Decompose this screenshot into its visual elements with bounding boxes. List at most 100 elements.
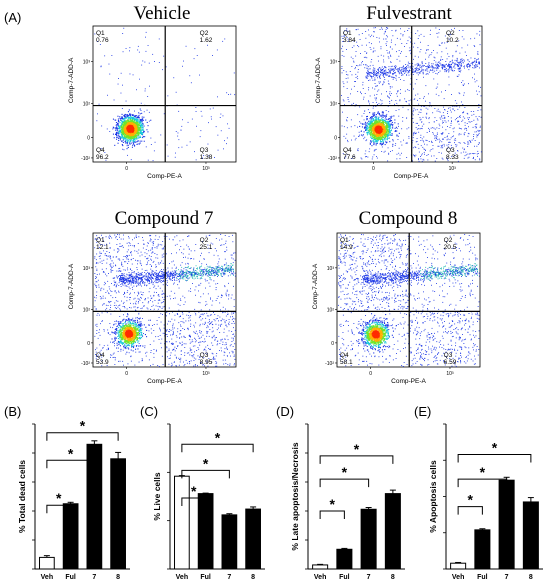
event-dot xyxy=(468,143,470,145)
event-dot xyxy=(96,326,98,327)
event-dot xyxy=(369,120,371,122)
event-dot xyxy=(125,131,127,133)
y-tick-label: 10³ xyxy=(83,59,91,65)
event-dot xyxy=(450,137,452,139)
event-dot xyxy=(447,116,449,117)
event-dot xyxy=(211,331,213,333)
event-dot xyxy=(446,42,448,43)
event-dot xyxy=(186,314,188,316)
event-dot xyxy=(373,47,375,49)
event-dot xyxy=(465,151,467,153)
event-dot xyxy=(341,66,343,67)
event-dot xyxy=(431,142,433,143)
event-dot xyxy=(123,115,125,117)
event-dot xyxy=(225,294,227,296)
event-dot xyxy=(147,125,149,127)
event-dot xyxy=(406,43,408,44)
event-dot xyxy=(472,61,474,63)
event-dot xyxy=(131,133,133,135)
event-dot xyxy=(148,62,150,64)
event-dot xyxy=(187,246,189,248)
event-dot xyxy=(361,115,363,117)
event-dot xyxy=(460,71,461,73)
event-dot xyxy=(136,120,138,122)
event-dot xyxy=(376,74,378,76)
event-dot xyxy=(158,62,160,63)
event-dot xyxy=(366,118,368,120)
event-dot xyxy=(136,115,138,117)
event-dot xyxy=(400,33,402,35)
event-dot xyxy=(431,67,433,69)
event-dot xyxy=(363,64,365,66)
event-dot xyxy=(143,140,145,142)
event-dot xyxy=(181,252,183,254)
event-dot xyxy=(408,50,410,52)
event-dot xyxy=(136,143,138,145)
event-dot xyxy=(139,78,140,80)
event-dot xyxy=(95,355,97,357)
event-dot xyxy=(127,345,129,346)
event-dot xyxy=(353,135,355,137)
event-dot xyxy=(389,86,391,87)
event-dot xyxy=(435,135,437,136)
event-dot xyxy=(203,155,205,156)
event-dot xyxy=(138,133,140,135)
event-dot xyxy=(439,125,441,127)
event-dot xyxy=(463,151,465,153)
event-dot xyxy=(184,364,186,365)
event-dot xyxy=(134,115,136,117)
event-dot xyxy=(460,58,462,60)
event-dot xyxy=(127,138,129,140)
event-dot xyxy=(359,106,361,108)
event-dot xyxy=(421,69,422,71)
event-dot xyxy=(148,301,150,303)
event-dot xyxy=(467,143,469,145)
event-dot xyxy=(414,70,416,72)
event-dot xyxy=(404,46,405,47)
event-dot xyxy=(374,121,376,123)
event-dot xyxy=(108,63,110,65)
event-dot xyxy=(99,334,101,336)
event-dot xyxy=(201,263,203,265)
event-dot xyxy=(383,130,385,132)
event-dot xyxy=(454,64,455,66)
event-dot xyxy=(125,343,127,345)
event-dot xyxy=(476,134,478,136)
event-dot xyxy=(112,118,114,120)
event-dot xyxy=(367,77,368,79)
event-dot xyxy=(154,247,156,249)
event-dot xyxy=(216,337,217,338)
event-dot xyxy=(194,250,196,252)
event-dot xyxy=(163,299,165,300)
event-dot xyxy=(363,123,365,125)
event-dot xyxy=(210,348,211,350)
event-dot xyxy=(382,74,384,76)
event-dot xyxy=(134,129,136,131)
event-dot xyxy=(449,139,451,141)
event-dot xyxy=(395,130,397,132)
event-dot xyxy=(234,252,236,254)
event-dot xyxy=(112,357,114,358)
event-dot xyxy=(216,362,218,364)
event-dot xyxy=(433,56,435,58)
event-dot xyxy=(378,37,380,39)
event-dot xyxy=(439,141,440,143)
event-dot xyxy=(378,120,380,122)
event-dot xyxy=(458,62,459,64)
event-dot xyxy=(378,60,379,62)
event-dot xyxy=(192,355,194,357)
event-dot xyxy=(400,89,401,91)
event-dot xyxy=(413,133,415,135)
event-dot xyxy=(424,149,426,150)
event-dot xyxy=(195,294,196,296)
event-dot xyxy=(417,70,419,72)
event-dot xyxy=(380,135,382,137)
event-dot xyxy=(364,67,366,69)
event-dot xyxy=(213,254,215,256)
event-dot xyxy=(94,283,96,285)
event-dot xyxy=(353,156,355,158)
event-dot xyxy=(364,121,366,123)
event-dot xyxy=(136,135,138,137)
event-dot xyxy=(390,117,392,119)
event-dot xyxy=(365,75,367,77)
